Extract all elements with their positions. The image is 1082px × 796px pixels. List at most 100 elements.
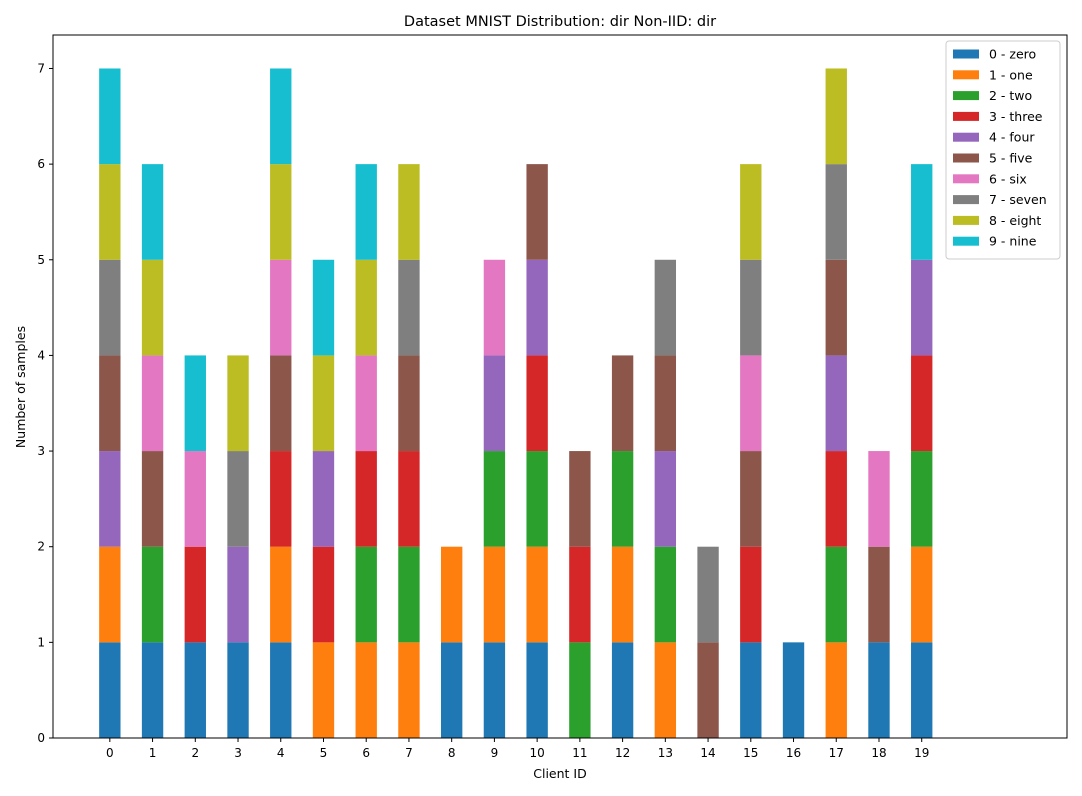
bar-segment-client-3-class-0 [227, 642, 249, 738]
plot-area-frame [52, 34, 1068, 739]
bar-segment-client-0-class-8 [99, 164, 121, 260]
bar-segment-client-10-class-4 [526, 259, 548, 356]
bar-segment-client-12-class-5 [611, 355, 634, 452]
bar-segment-client-0-class-5 [99, 355, 121, 452]
x-tick-label: 6 [362, 746, 370, 760]
bar-segment-client-13-class-4 [654, 451, 677, 547]
y-tick-label: 6 [37, 157, 45, 171]
bar-segment-client-1-class-6 [141, 355, 164, 452]
legend-entry-label: 5 - five [989, 151, 1033, 166]
bar-segment-client-9-class-6 [483, 259, 506, 356]
x-axis-ticks: 0 1 2 3 4 5 6 7 8 9 10 11 12 13 14 15 16 17 18 19 [106, 738, 929, 760]
x-tick-label: 8 [448, 746, 456, 760]
bar-segment-client-14-class-5 [697, 642, 719, 738]
bar-segment-client-3-class-7 [227, 451, 249, 547]
x-tick-label: 5 [320, 746, 328, 760]
bar-segment-client-6-class-9 [355, 164, 377, 260]
bar-segment-client-4-class-8 [270, 164, 292, 260]
bar-segment-client-7-class-8 [398, 164, 420, 260]
x-tick-label: 9 [491, 746, 499, 760]
bar-segment-client-19-class-2 [911, 451, 933, 547]
bar-segment-client-0-class-1 [99, 546, 121, 643]
bar-segment-client-0-class-4 [99, 451, 121, 547]
bar-segment-client-19-class-0 [911, 642, 933, 738]
bar-segment-client-4-class-9 [270, 68, 292, 165]
x-tick-label: 14 [700, 746, 715, 760]
bar-segment-client-9-class-2 [483, 451, 506, 547]
bar-segment-client-17-class-3 [825, 451, 847, 547]
bar-segment-client-13-class-5 [654, 355, 677, 452]
y-tick-label: 7 [37, 61, 45, 75]
legend-swatch [953, 215, 979, 225]
legend-swatch [953, 70, 979, 80]
x-tick-label: 7 [405, 746, 413, 760]
bar-segment-client-12-class-0 [611, 642, 634, 738]
bar-segment-client-4-class-5 [270, 355, 292, 452]
bar-segment-client-11-class-2 [569, 642, 591, 738]
bar-segment-client-10-class-2 [526, 451, 548, 547]
bar-segment-client-15-class-3 [740, 546, 762, 643]
bar-stack-layer [99, 68, 933, 738]
legend-entry-label: 9 - nine [989, 234, 1037, 249]
legend-entry-label: 3 - three [989, 109, 1043, 124]
legend-entry-label: 7 - seven [989, 192, 1047, 207]
legend-entry-label: 0 - zero [989, 47, 1036, 62]
bar-segment-client-6-class-2 [355, 546, 377, 643]
bar-segment-client-15-class-8 [740, 164, 762, 260]
bar-segment-client-2-class-3 [184, 546, 206, 643]
bar-segment-client-10-class-0 [526, 642, 548, 738]
bar-segment-client-8-class-1 [440, 546, 463, 643]
bar-segment-client-7-class-3 [398, 451, 420, 547]
bar-segment-client-17-class-1 [825, 642, 847, 738]
bar-segment-client-1-class-5 [141, 451, 164, 547]
bar-segment-client-7-class-5 [398, 355, 420, 452]
bar-segment-client-11-class-3 [569, 546, 591, 643]
legend: 0 - zero 1 - one 2 - two 3 - three 4 - four 5… [945, 40, 1061, 260]
bar-segment-client-1-class-2 [141, 546, 164, 643]
bar-segment-client-16-class-0 [782, 642, 805, 738]
bar-segment-client-4-class-3 [270, 451, 292, 547]
bar-segment-client-11-class-5 [569, 451, 591, 547]
bar-segment-client-13-class-7 [654, 259, 677, 356]
bar-segment-client-0-class-9 [99, 68, 121, 165]
y-tick-label: 2 [37, 540, 45, 554]
legend-entry-label: 4 - four [989, 130, 1035, 145]
bar-segment-client-5-class-4 [312, 451, 335, 547]
x-tick-label: 17 [829, 746, 844, 760]
bar-segment-client-18-class-6 [868, 451, 890, 547]
bar-segment-client-10-class-1 [526, 546, 548, 643]
x-tick-label: 10 [529, 746, 544, 760]
bar-segment-client-9-class-1 [483, 546, 506, 643]
bar-segment-client-12-class-1 [611, 546, 634, 643]
bar-segment-client-9-class-0 [483, 642, 506, 738]
bar-segment-client-1-class-0 [141, 642, 164, 738]
bar-segment-client-2-class-9 [184, 355, 206, 452]
bar-segment-client-8-class-0 [440, 642, 463, 738]
bar-segment-client-15-class-0 [740, 642, 762, 738]
bar-segment-client-15-class-7 [740, 259, 762, 356]
bar-segment-client-1-class-8 [141, 259, 164, 356]
legend-entry-label: 8 - eight [989, 213, 1041, 228]
bar-segment-client-19-class-9 [911, 164, 933, 260]
bar-segment-client-3-class-4 [227, 546, 249, 643]
bar-segment-client-5-class-9 [312, 259, 335, 356]
legend-entry-label: 6 - six [989, 171, 1027, 186]
bar-segment-client-17-class-7 [825, 164, 847, 260]
bar-segment-client-19-class-4 [911, 259, 933, 356]
x-tick-label: 11 [572, 746, 587, 760]
bar-segment-client-17-class-2 [825, 546, 847, 643]
x-tick-label: 3 [234, 746, 242, 760]
legend-swatch [953, 153, 979, 163]
bar-segment-client-13-class-1 [654, 642, 677, 738]
bar-segment-client-7-class-2 [398, 546, 420, 643]
bar-segment-client-10-class-5 [526, 164, 548, 260]
bar-segment-client-6-class-6 [355, 355, 377, 452]
y-axis-ticks: 0 1 2 3 4 5 6 7 [37, 61, 53, 745]
legend-entry-label: 2 - two [989, 88, 1032, 103]
x-tick-label: 1 [149, 746, 157, 760]
bar-segment-client-6-class-8 [355, 259, 377, 356]
bar-segment-client-18-class-0 [868, 642, 890, 738]
bar-segment-client-17-class-5 [825, 259, 847, 356]
bar-segment-client-5-class-1 [312, 642, 335, 738]
bar-segment-client-5-class-8 [312, 355, 335, 452]
